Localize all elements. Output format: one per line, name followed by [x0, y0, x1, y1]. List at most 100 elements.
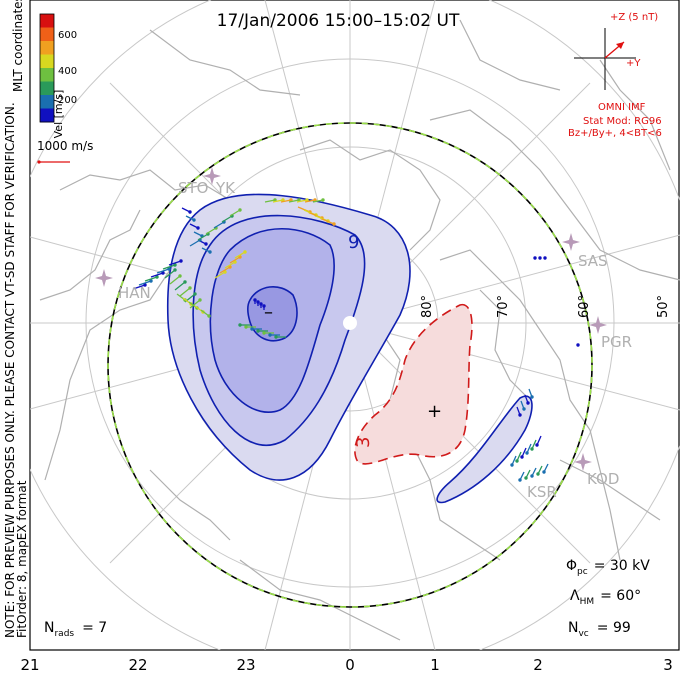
velocity-vector-dot: [262, 331, 266, 335]
colorbar-segment: [40, 14, 54, 28]
velocity-vector-dot: [518, 478, 522, 482]
fit-info: FitOrder: 8, mapEX format: [15, 480, 29, 638]
colorbar: [39, 13, 55, 123]
lat-label-50: 50°: [656, 295, 671, 318]
radar-label-pgr: PGR: [601, 333, 632, 351]
coordinates-label: MLT coordinates: [11, 0, 25, 92]
radar-label-yk: YK: [215, 179, 236, 197]
stat-phi-pc: Φpc = 30 kV: [566, 558, 650, 577]
svg-text:Nvc= 99: Nvc = 99: [568, 620, 631, 639]
velocity-vector-dot: [530, 395, 534, 399]
velocity-vector-tail: [156, 268, 170, 274]
velocity-vector-tail: [132, 284, 146, 290]
velocity-vector-dot: [262, 304, 266, 308]
velocity-vector-tail: [229, 209, 241, 217]
pole-marker: [343, 316, 357, 330]
pos-cell-center: +: [427, 401, 442, 422]
lat-label-60: 60°: [577, 295, 592, 318]
colorbar-segment: [40, 41, 54, 55]
velocity-vector-dot: [274, 335, 278, 339]
velocity-vector-dot: [543, 256, 547, 260]
velocity-vector-tail: [138, 280, 152, 286]
radar-site-marker: [589, 316, 607, 334]
svg-text:Φpc= 30 kV: Φpc = 30 kV: [566, 558, 650, 577]
velocity-vector-dot: [256, 300, 260, 304]
lat-label-70: 70°: [496, 295, 511, 318]
velocity-vector-tail: [205, 227, 217, 235]
imf-stat-mod: Stat Mod: RG96: [583, 116, 662, 127]
dawn-sliver: [436, 395, 533, 504]
velocity-vector-dot: [188, 210, 192, 214]
pos-contour-label: 3: [353, 437, 374, 448]
velocity-vector-dot: [207, 314, 211, 318]
plot-title: 17/Jan/2006 15:00–15:02 UT: [217, 11, 460, 31]
neg-cell-center: –: [264, 302, 273, 323]
mlt-tick-label: 23: [236, 656, 255, 674]
imf-z-label: +Z (5 nT): [610, 12, 658, 23]
velocity-vector-dot: [179, 259, 183, 263]
velocity-vector-dot: [538, 256, 542, 260]
velocity-vector-dot: [188, 286, 192, 290]
hm-boundary: [107, 122, 593, 608]
velocity-vector-dot: [332, 222, 336, 226]
velocity-vector-dot: [530, 447, 534, 451]
velocity-vector-dot: [576, 343, 580, 347]
velocity-vectors: [132, 198, 580, 482]
velocity-vector-dot: [161, 271, 165, 275]
stat-nrads: Nrads = 7: [44, 620, 107, 639]
velocity-vector-tail: [144, 276, 158, 282]
velocity-vector-dot: [178, 274, 182, 278]
velocity-vector-dot: [204, 242, 208, 246]
radar-label-sas: SAS: [578, 252, 608, 270]
velocity-vector-tail: [168, 260, 182, 266]
stat-nvc: Nvc = 99: [568, 620, 631, 639]
velocity-vector-dot: [518, 413, 522, 417]
radar-site-marker: [562, 233, 580, 251]
colorbar-segment: [40, 108, 54, 123]
velocity-vector-dot: [198, 298, 202, 302]
velocity-vector-tail: [179, 287, 191, 297]
imf-condition: Bz+/By+, 4<BT<6: [568, 128, 662, 139]
velocity-vector-dot: [183, 280, 187, 284]
velocity-vector-dot: [536, 472, 540, 476]
velocity-vector-tail: [321, 218, 335, 225]
colorbar-tick-600: 600: [58, 30, 77, 41]
velocity-vector-dot: [535, 443, 539, 447]
velocity-vector-dot: [149, 279, 153, 283]
velocity-vector-dot: [525, 451, 529, 455]
velocity-vector-dot: [533, 256, 537, 260]
neg-contour-label: 9: [348, 232, 359, 253]
colorbar-segment: [40, 68, 54, 82]
preview-watermark: NOTE: FOR PREVIEW PURPOSES ONLY. PLEASE …: [3, 102, 17, 638]
colorbar-segment: [40, 81, 54, 96]
mlt-tick-label: 21: [20, 656, 39, 674]
velocity-vector-dot: [524, 476, 528, 480]
lat-label-80: 80°: [420, 295, 435, 318]
velocity-vector-tail: [197, 233, 209, 241]
velocity-vector-dot: [167, 267, 171, 271]
velocity-vector-dot: [173, 263, 177, 267]
velocity-vector-tail: [189, 239, 201, 247]
colorbar-border: [39, 13, 55, 123]
velocity-vector-tail: [174, 281, 186, 291]
radar-sites: [95, 167, 607, 471]
mlt-tick-label: 3: [663, 656, 673, 674]
velocity-vector-tail: [219, 266, 231, 274]
colorbar-segment: [40, 27, 54, 42]
mlt-tick-label: 2: [533, 656, 543, 674]
velocity-vector-dot: [526, 401, 530, 405]
velocity-vector-tail: [234, 251, 246, 259]
velocity-vector-dot: [244, 325, 248, 329]
velocity-vector-dot: [522, 407, 526, 411]
velocity-vector-dot: [250, 327, 254, 331]
colorbar-segment: [40, 95, 54, 109]
velocity-vector-dot: [268, 333, 272, 337]
imf-y-label: +Y: [626, 58, 641, 69]
radar-label-ksr: KSR: [527, 483, 557, 501]
velocity-vector-dot: [173, 268, 177, 272]
velocity-vector-dot: [238, 208, 242, 212]
velocity-vector-dot: [253, 298, 257, 302]
velocity-vector-dot: [321, 198, 325, 202]
radar-site-marker: [574, 453, 592, 471]
velocity-vector-dot: [196, 226, 200, 230]
